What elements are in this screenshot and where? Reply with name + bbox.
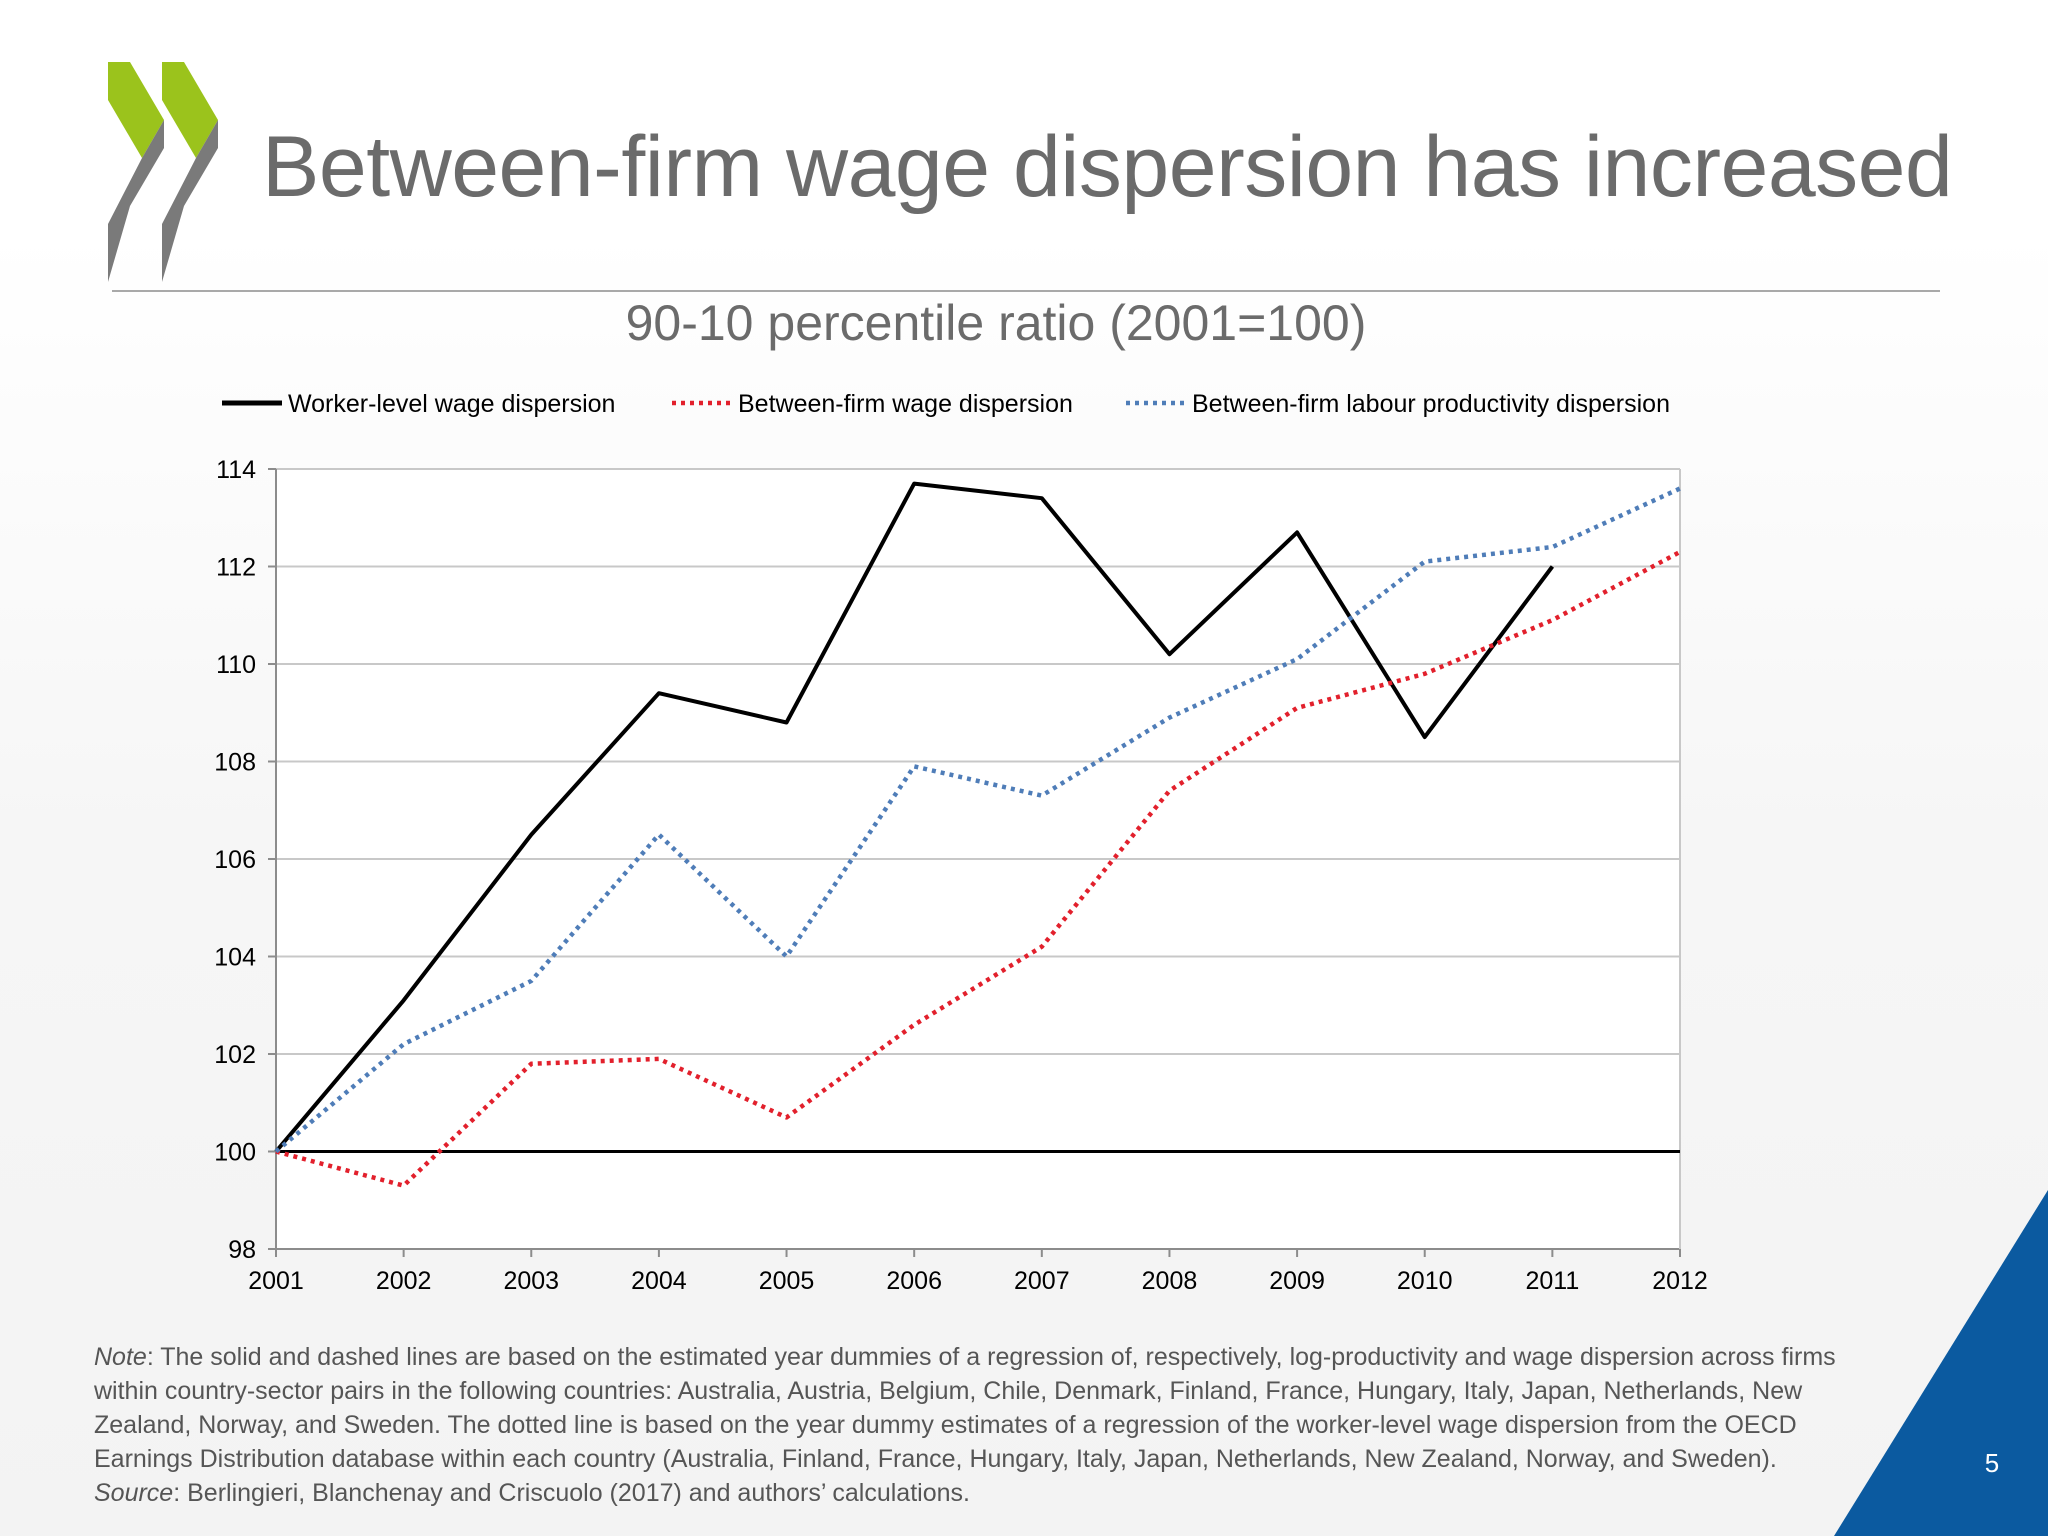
series-line-3 xyxy=(274,486,1681,1154)
x-tick-label: 2012 xyxy=(1652,1267,1708,1295)
x-tick-label: 2007 xyxy=(1014,1267,1070,1295)
line-chart: 90-10 percentile ratio (2001=100) 98 100 10… xyxy=(214,295,1708,1295)
chart-title: 90-10 percentile ratio (2001=100) xyxy=(626,295,1367,351)
source-paragraph: Source: Berlingieri, Blanchenay and Cris… xyxy=(94,1476,1894,1510)
oecd-logo xyxy=(108,62,218,282)
legend-label-3: Between-firm labour productivity dispers… xyxy=(1192,390,1670,418)
x-tick-label: 2008 xyxy=(1142,1267,1198,1295)
y-tick-label: 114 xyxy=(216,456,256,484)
x-tick-label: 2004 xyxy=(631,1267,687,1295)
y-tick-label: 102 xyxy=(214,1041,256,1069)
note-label: Note xyxy=(94,1343,147,1371)
x-tick-label: 2005 xyxy=(759,1267,815,1295)
slide-title: Between-firm wage dispersion has increas… xyxy=(262,119,1953,215)
chart-note: Note: The solid and dashed lines are bas… xyxy=(94,1340,1894,1510)
logo-chevron-green-1 xyxy=(108,62,164,158)
source-label: Source xyxy=(94,1479,174,1507)
x-tick-label: 2003 xyxy=(503,1267,559,1295)
series-line-2 xyxy=(275,549,1682,1188)
x-tick-label: 2001 xyxy=(248,1267,304,1295)
x-tick-label: 2010 xyxy=(1397,1267,1453,1295)
logo-chevron-green-2 xyxy=(162,62,218,158)
y-tick-label: 112 xyxy=(216,554,256,582)
x-tick-label: 2002 xyxy=(376,1267,432,1295)
y-tick-label: 104 xyxy=(214,944,256,972)
y-tick-label: 100 xyxy=(214,1139,256,1167)
note-text: : The solid and dashed lines are based o… xyxy=(94,1343,1836,1473)
y-tick-label: 98 xyxy=(228,1236,256,1264)
x-tick-label: 2009 xyxy=(1269,1267,1325,1295)
x-tick-label: 2006 xyxy=(886,1267,942,1295)
logo-chevron-grey-2 xyxy=(162,120,218,282)
source-text: : Berlingieri, Blanchenay and Criscuolo … xyxy=(173,1479,970,1507)
legend-label-1: Worker-level wage dispersion xyxy=(288,390,615,418)
y-tick-label: 108 xyxy=(214,749,256,777)
page-number: 5 xyxy=(1984,1448,2000,1478)
logo-chevron-grey-1 xyxy=(108,120,164,282)
y-tick-label: 110 xyxy=(216,651,256,679)
x-tick-label: 2011 xyxy=(1525,1267,1579,1295)
note-paragraph: Note: The solid and dashed lines are bas… xyxy=(94,1340,1894,1476)
y-tick-label: 106 xyxy=(214,846,256,874)
legend-label-2: Between-firm wage dispersion xyxy=(738,390,1073,418)
title-divider xyxy=(112,290,1940,292)
